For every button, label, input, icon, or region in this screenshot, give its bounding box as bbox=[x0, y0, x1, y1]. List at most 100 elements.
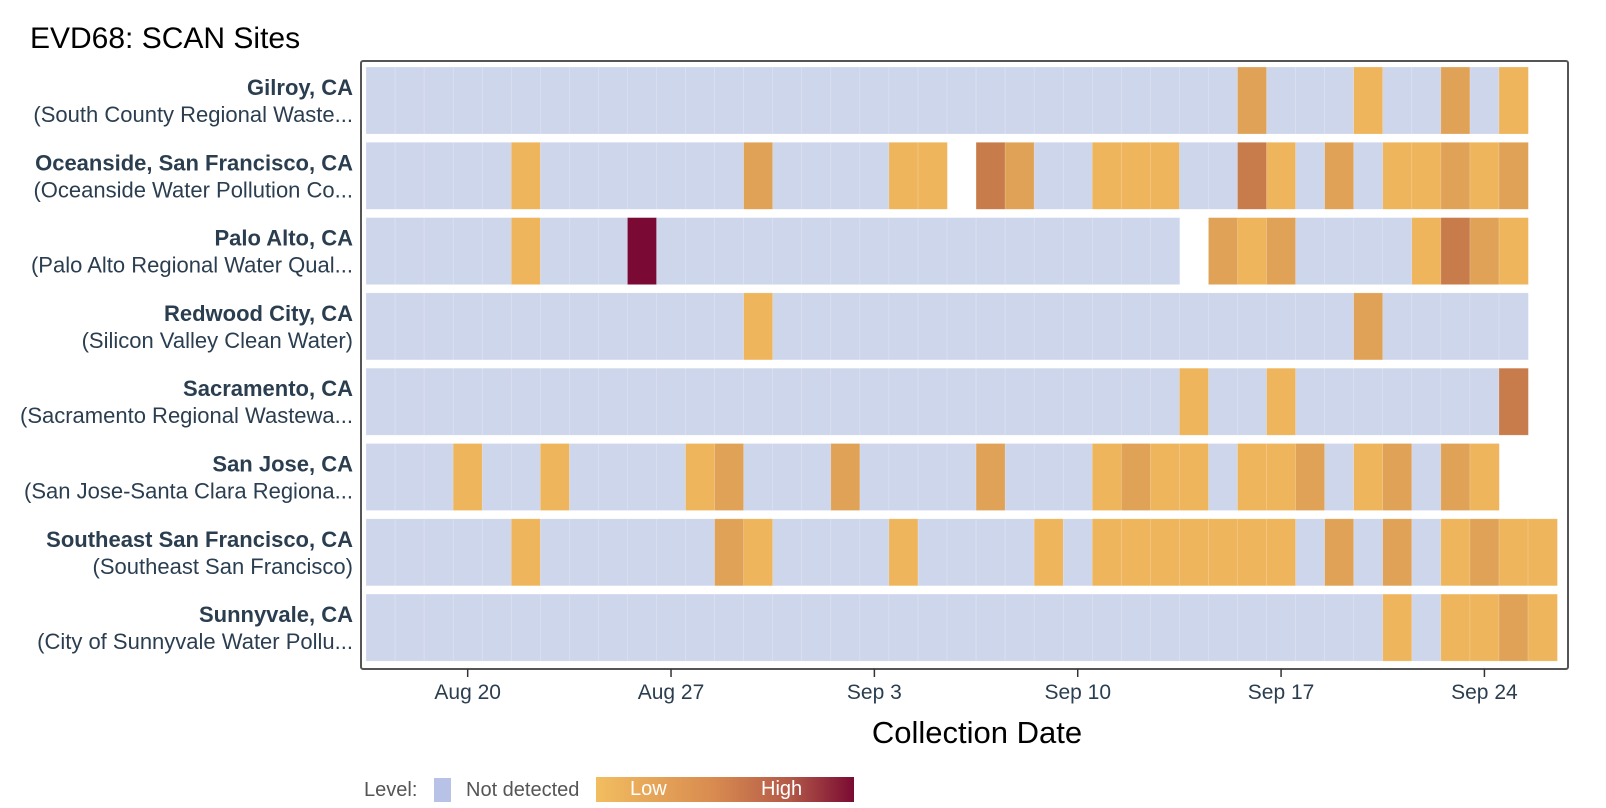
site-plant-label: (Silicon Valley Clean Water) bbox=[82, 328, 353, 353]
heatmap-cell bbox=[452, 593, 483, 662]
heatmap-cell bbox=[801, 593, 832, 662]
heatmap-cell bbox=[394, 518, 425, 587]
heatmap-cell bbox=[888, 593, 919, 662]
heatmap-cell bbox=[1440, 593, 1471, 662]
heatmap-cell bbox=[685, 217, 716, 285]
heatmap-cell bbox=[1440, 367, 1471, 436]
heatmap-cell bbox=[1062, 367, 1093, 436]
heatmap-cell bbox=[1091, 66, 1123, 135]
heatmap-cell bbox=[423, 217, 454, 285]
heatmap-cell bbox=[1004, 142, 1035, 210]
heatmap-cell bbox=[1266, 292, 1297, 361]
heatmap-cell bbox=[481, 142, 512, 210]
heatmap-cell bbox=[830, 66, 861, 135]
heatmap-cell bbox=[1498, 367, 1529, 436]
heatmap-cell bbox=[510, 142, 542, 210]
heatmap-cell bbox=[481, 518, 512, 587]
heatmap-cell bbox=[917, 66, 948, 135]
heatmap-cell bbox=[1004, 292, 1035, 361]
heatmap-cell bbox=[1440, 217, 1471, 285]
heatmap-cell bbox=[1150, 518, 1181, 587]
heatmap-cell bbox=[830, 142, 861, 210]
heatmap-cell bbox=[1091, 593, 1123, 662]
heatmap-cell bbox=[1033, 518, 1064, 587]
heatmap-cell bbox=[1091, 443, 1123, 511]
site-plant-label: (Oceanside Water Pollution Co... bbox=[33, 177, 353, 202]
heatmap-cell bbox=[975, 66, 1006, 135]
heatmap-cell bbox=[685, 66, 716, 135]
heatmap-cell bbox=[772, 66, 803, 135]
heatmap-cell bbox=[917, 443, 948, 511]
heatmap-cell bbox=[830, 443, 861, 511]
heatmap-cell bbox=[656, 292, 687, 361]
heatmap-cell bbox=[539, 367, 571, 436]
heatmap-cell bbox=[1440, 443, 1471, 511]
heatmap-cell bbox=[1382, 217, 1413, 285]
heatmap-cell bbox=[772, 292, 803, 361]
heatmap-cell bbox=[1004, 518, 1035, 587]
heatmap-cell bbox=[1324, 142, 1355, 210]
heatmap-cell bbox=[1150, 66, 1181, 135]
heatmap-cell bbox=[1266, 66, 1297, 135]
heatmap-cell bbox=[627, 66, 658, 135]
heatmap-cell bbox=[1121, 593, 1152, 662]
heatmap-cell bbox=[946, 66, 977, 135]
heatmap-cell bbox=[627, 142, 658, 210]
heatmap-cell bbox=[888, 518, 919, 587]
heatmap-cell bbox=[539, 217, 571, 285]
heatmap-cell bbox=[1324, 217, 1355, 285]
heatmap-cell bbox=[1033, 66, 1064, 135]
heatmap-cell bbox=[1295, 593, 1326, 662]
heatmap-cell bbox=[1033, 142, 1064, 210]
heatmap-cell bbox=[975, 367, 1006, 436]
heatmap-cell bbox=[1033, 292, 1064, 361]
heatmap-cell bbox=[1324, 66, 1355, 135]
heatmap-cell bbox=[423, 367, 454, 436]
heatmap-cell bbox=[917, 367, 948, 436]
heatmap-cell bbox=[917, 593, 948, 662]
heatmap-cell bbox=[1527, 518, 1558, 587]
heatmap-cell bbox=[801, 292, 832, 361]
site-name-label: Sunnyvale, CA bbox=[199, 602, 353, 627]
heatmap-cell bbox=[1382, 443, 1413, 511]
site-name-label: Southeast San Francisco, CA bbox=[46, 527, 353, 552]
heatmap-cell bbox=[1033, 217, 1064, 285]
heatmap-cell bbox=[598, 292, 629, 361]
heatmap-cell bbox=[1411, 142, 1442, 210]
heatmap-cell bbox=[1324, 292, 1355, 361]
heatmap-cell bbox=[1440, 142, 1471, 210]
heatmap-cell bbox=[569, 217, 600, 285]
heatmap-cell bbox=[888, 443, 919, 511]
heatmap-cell bbox=[598, 66, 629, 135]
heatmap-cell bbox=[1266, 142, 1297, 210]
chart-title: EVD68: SCAN Sites bbox=[30, 22, 300, 55]
heatmap-cell bbox=[1498, 217, 1529, 285]
heatmap-cell bbox=[859, 518, 890, 587]
heatmap-cell bbox=[1179, 367, 1210, 436]
heatmap-cell bbox=[1382, 142, 1413, 210]
heatmap-cell bbox=[1062, 142, 1093, 210]
site-name-label: Palo Alto, CA bbox=[214, 226, 353, 251]
site-name-label: Oceanside, San Francisco, CA bbox=[35, 150, 353, 175]
heatmap-cell bbox=[801, 443, 832, 511]
heatmap-cell bbox=[1091, 367, 1123, 436]
heatmap-cell bbox=[1440, 66, 1471, 135]
heatmap-cell bbox=[714, 66, 745, 135]
site-plant-label: (Sacramento Regional Wastewa... bbox=[20, 403, 353, 428]
heatmap-cell bbox=[394, 593, 425, 662]
heatmap-cell bbox=[365, 518, 396, 587]
heatmap-cell bbox=[946, 292, 977, 361]
heatmap-cell bbox=[1440, 292, 1471, 361]
heatmap-cell bbox=[656, 593, 687, 662]
heatmap-cell bbox=[1237, 142, 1268, 210]
heatmap-cell bbox=[1237, 518, 1268, 587]
heatmap-cell bbox=[772, 367, 803, 436]
x-tick-label: Sep 17 bbox=[1248, 681, 1315, 704]
heatmap-cell bbox=[1062, 292, 1093, 361]
heatmap-cell bbox=[423, 443, 454, 511]
heatmap-cell bbox=[365, 593, 396, 662]
heatmap-cell bbox=[569, 367, 600, 436]
heatmap-cell bbox=[539, 443, 571, 511]
heatmap-cell bbox=[1353, 518, 1384, 587]
heatmap-cell bbox=[830, 292, 861, 361]
